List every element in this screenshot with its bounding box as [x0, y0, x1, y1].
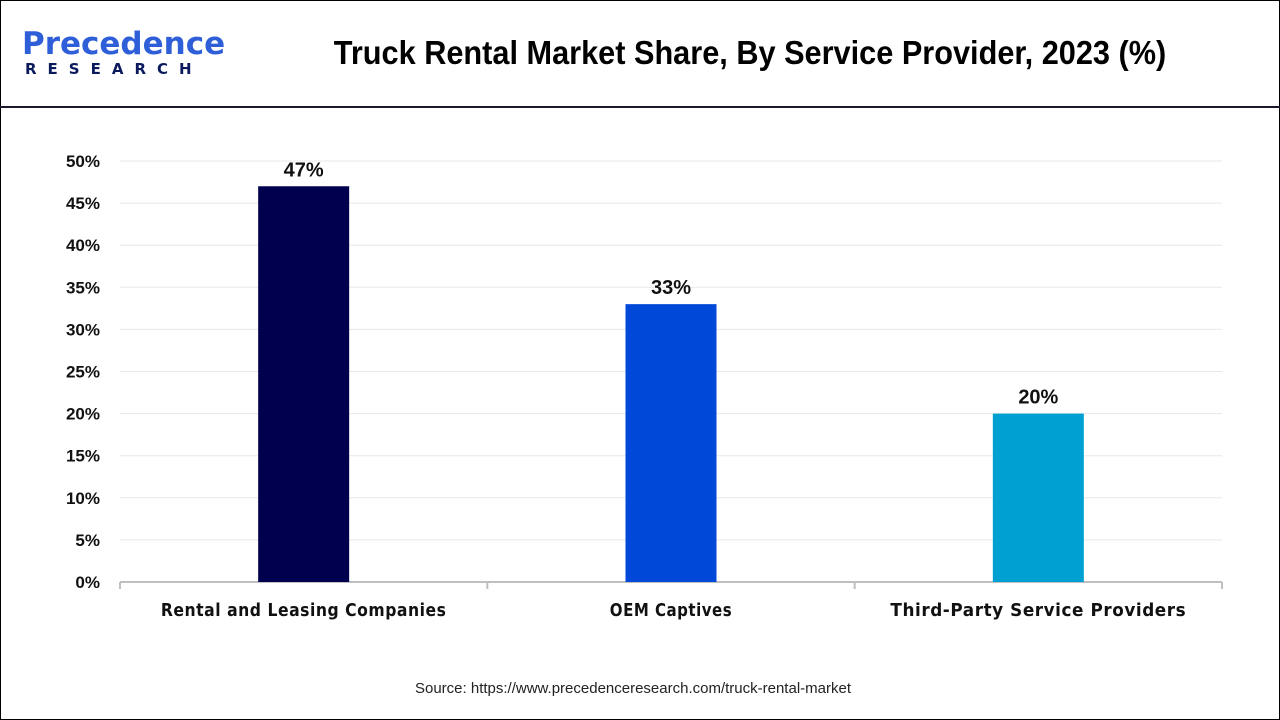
y-tick-label: 35%	[66, 278, 100, 297]
header: Precedence RESEARCH Truck Rental Market …	[0, 0, 1280, 108]
logo-text-top: Precedence	[22, 26, 226, 62]
x-tick-label: Third-Party Service Providers	[890, 600, 1186, 621]
source-note: Source: https://www.precedenceresearch.c…	[414, 680, 851, 697]
bar	[625, 304, 717, 582]
data-label: 47%	[284, 159, 324, 181]
y-tick-label: 30%	[66, 320, 100, 339]
y-tick-label: 0%	[75, 573, 100, 592]
y-tick-label: 25%	[66, 363, 100, 382]
y-tick-label: 20%	[66, 405, 100, 424]
x-tick-label: OEM Captives	[610, 600, 732, 621]
x-tick-label: Rental and Leasing Companies	[161, 600, 447, 621]
y-tick-label: 40%	[66, 236, 100, 255]
bar	[992, 413, 1084, 582]
logo: Precedence RESEARCH	[22, 28, 225, 78]
logo-text-bottom: RESEARCH	[25, 60, 203, 78]
bar	[258, 186, 350, 582]
y-tick-label: 45%	[66, 194, 100, 213]
data-label: 20%	[1018, 387, 1058, 409]
y-tick-label: 5%	[75, 531, 100, 550]
y-tick-label: 15%	[66, 447, 100, 466]
data-label: 33%	[651, 277, 691, 299]
y-tick-label: 50%	[66, 152, 100, 171]
y-tick-label: 10%	[66, 489, 100, 508]
chart-title: Truck Rental Market Share, By Service Pr…	[333, 34, 1167, 71]
